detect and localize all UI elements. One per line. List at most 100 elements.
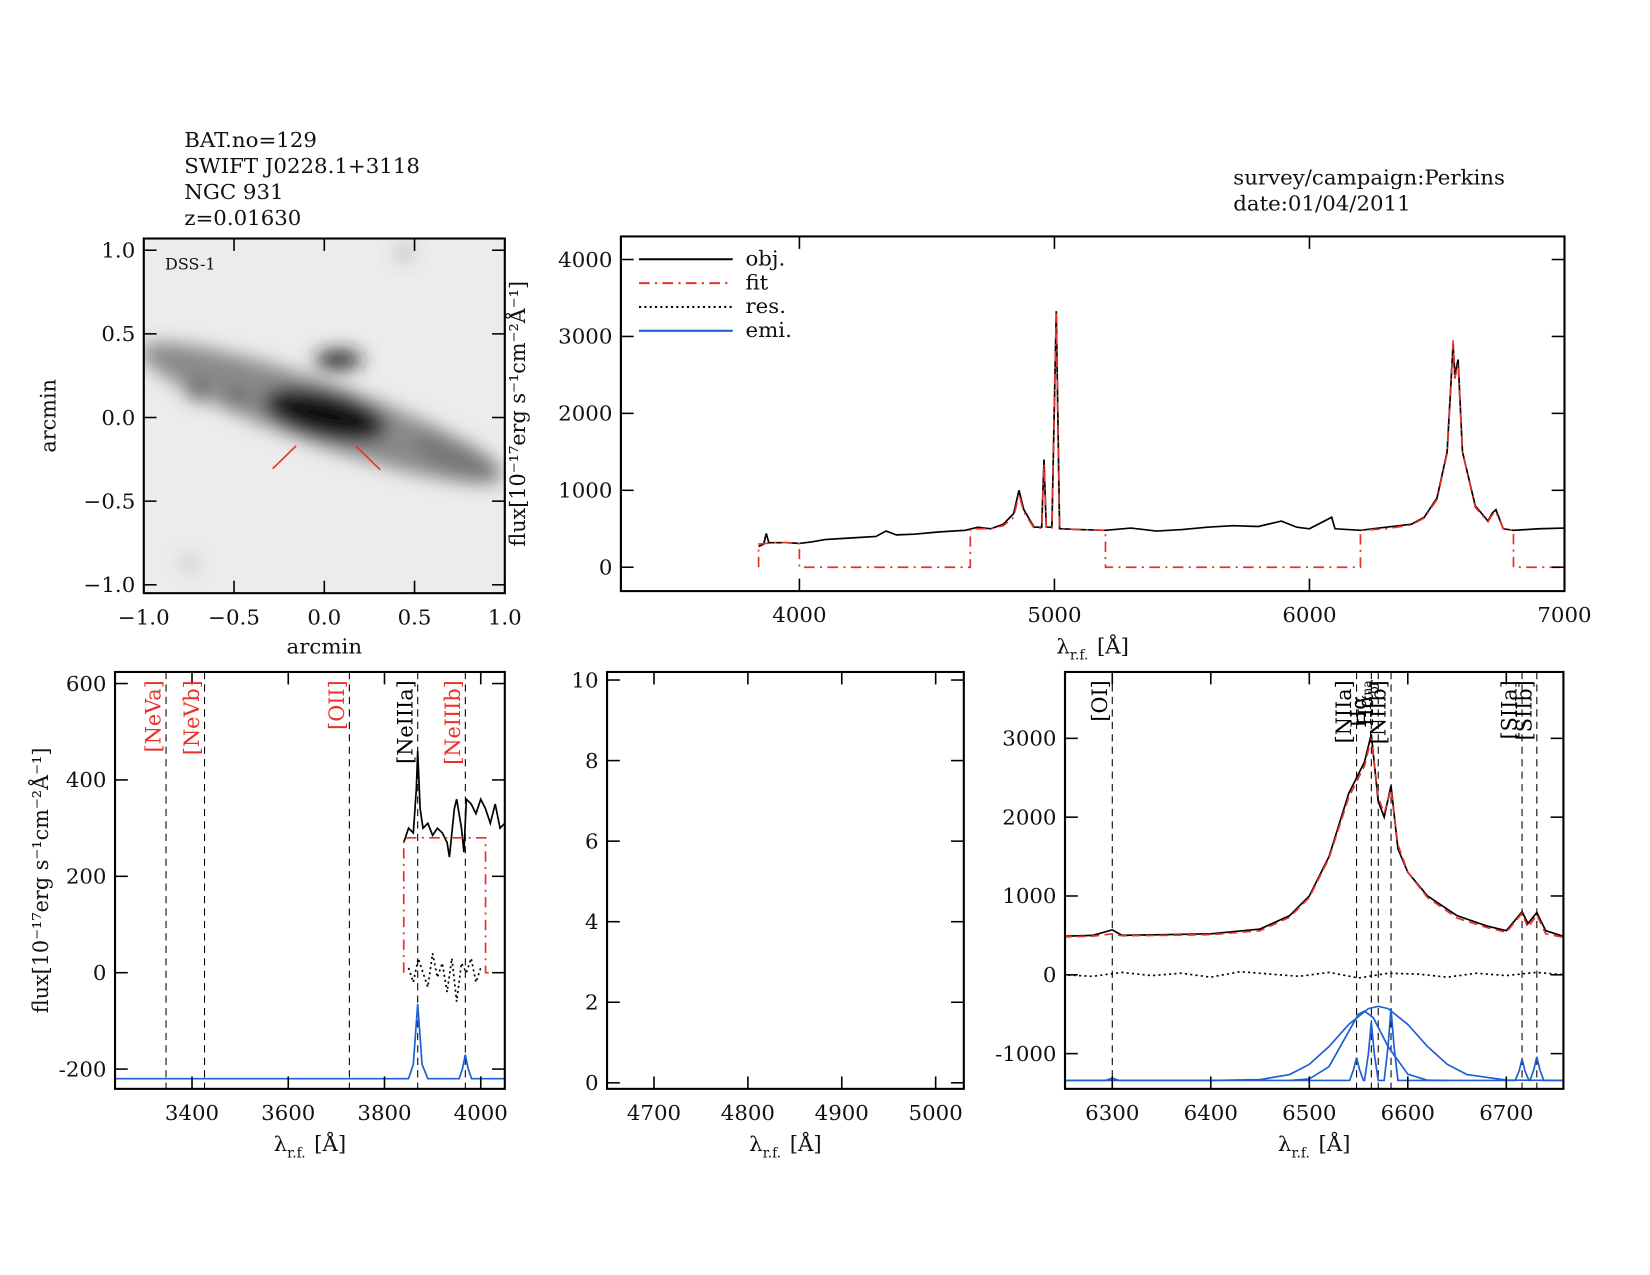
x-tick-label: 3600 <box>261 1100 315 1125</box>
plot-frame <box>113 670 506 1090</box>
x-axis-label: arcmin <box>287 634 363 659</box>
y-tick-label: -200 <box>59 1057 107 1082</box>
y-tick-label: 400 <box>66 767 107 792</box>
line-label-sub: na <box>1359 680 1374 696</box>
x-tick-label: 0.0 <box>307 605 341 630</box>
x-tick-label: 7000 <box>1537 602 1591 627</box>
data-line <box>115 1003 505 1080</box>
plot-frame <box>619 235 1566 593</box>
panel: 4000 5000 6000 7000 0 1000 2000 3000 4000 λr.f. [Å… <box>505 235 1592 664</box>
y-tick-label: 1000 <box>1002 884 1056 909</box>
line-label-text: [NeIIIa] <box>392 680 417 764</box>
plot-frame <box>605 670 965 1090</box>
x-label-symbol: λ <box>749 1131 763 1156</box>
x-label-symbol: λ <box>1056 634 1070 659</box>
y-axis-label: flux[10⁻¹⁷erg s⁻¹cm⁻²Å⁻¹] <box>28 748 53 1014</box>
line-label: [SIIb] <box>1511 680 1536 740</box>
x-tick-label: 5000 <box>1027 602 1081 627</box>
line-label: [NIIa] <box>1331 680 1356 743</box>
y-tick-label: 1.0 <box>101 238 135 263</box>
line-label-text: [OI] <box>1087 680 1112 721</box>
line-label-text: [NeIIIb] <box>440 680 465 764</box>
x-tick-label: 6300 <box>1085 1100 1139 1125</box>
y-tick-label: 600 <box>66 671 107 696</box>
y-tick-label: 2 <box>585 990 599 1015</box>
image-label: DSS-1 <box>165 255 216 274</box>
y-tick-label: 10 <box>571 668 598 693</box>
panel: 4700 4800 4900 5000 0 2 4 6 8 10 λr.f. [Å] <box>571 668 965 1161</box>
x-label-sub: r.f. <box>1070 648 1089 664</box>
data-line <box>1065 1005 1564 1082</box>
header-line: BAT.no=129 <box>184 128 317 153</box>
header-line: SWIFT J0228.1+3118 <box>184 153 420 178</box>
x-tick-label: 4800 <box>721 1100 775 1125</box>
y-axis-label: arcmin <box>35 379 60 453</box>
line-label: [SIIa] <box>1496 680 1521 739</box>
data-line <box>1065 738 1564 939</box>
panel: −1.0 −0.5 0.0 0.5 1.0 −1.0 −0.5 0.0 0.5 1.0 DSS-1 a… <box>35 237 522 659</box>
x-tick-label: −0.5 <box>208 605 260 630</box>
legend-label: emi. <box>746 317 792 342</box>
y-axis-label: flux[10⁻¹⁷erg s⁻¹cm⁻²Å⁻¹] <box>505 281 530 547</box>
x-label-unit: [Å] <box>790 1131 822 1156</box>
x-tick-label: 6600 <box>1381 1100 1435 1125</box>
line-label: [NeVa] <box>140 680 165 752</box>
line-label: Hαna <box>1346 680 1375 728</box>
y-tick-label: 3000 <box>1002 726 1056 751</box>
x-axis-label: λr.f. [Å] <box>1278 1131 1351 1161</box>
x-tick-label: 6500 <box>1282 1100 1336 1125</box>
y-tick-label: 0.0 <box>101 405 135 430</box>
y-tick-label: -1000 <box>995 1041 1056 1066</box>
x-tick-label: 4000 <box>772 602 826 627</box>
x-tick-label: 6700 <box>1479 1100 1533 1125</box>
x-label-symbol: λ <box>1278 1131 1292 1156</box>
line-label-text: [NIIa] <box>1331 680 1356 743</box>
line-label-text: Hα <box>1353 694 1378 726</box>
galaxy-image <box>143 238 505 594</box>
x-tick-label: 1.0 <box>488 605 522 630</box>
y-tick-label: 2000 <box>1002 805 1056 830</box>
y-tick-label: 1000 <box>558 478 612 503</box>
y-tick-label: 8 <box>585 748 599 773</box>
x-label-sub: r.f. <box>763 1145 782 1161</box>
line-label: [NIIb] <box>1365 680 1390 744</box>
data-line <box>757 313 1565 569</box>
x-tick-label: 4900 <box>815 1100 869 1125</box>
line-label-text: [NeVb] <box>179 680 204 755</box>
y-tick-label: 0 <box>93 960 107 985</box>
y-tick-label: 2000 <box>558 401 612 426</box>
x-label-symbol: λ <box>274 1131 288 1156</box>
x-tick-label: 3800 <box>357 1100 411 1125</box>
legend-label: fit <box>746 270 769 295</box>
plot-area <box>115 671 505 1089</box>
y-tick-label: −0.5 <box>84 489 136 514</box>
data-line <box>1065 1008 1564 1082</box>
x-axis-label: λr.f. [Å] <box>749 1131 822 1161</box>
campaign-line: survey/campaign:Perkins <box>1233 165 1505 190</box>
line-label-text: [NeVa] <box>140 680 165 752</box>
plot-frame <box>1063 670 1565 1090</box>
legend-label: res. <box>746 293 786 318</box>
line-label-sub: br <box>1366 679 1381 694</box>
x-tick-label: 6400 <box>1184 1100 1238 1125</box>
y-tick-label: 4 <box>585 909 599 934</box>
y-tick-label: −1.0 <box>84 572 136 597</box>
x-label-sub: r.f. <box>287 1145 306 1161</box>
x-axis-label: λr.f. [Å] <box>274 1131 347 1161</box>
line-label: [NeIIIb] <box>440 680 465 764</box>
line-label: Hαbr <box>1353 679 1382 726</box>
y-tick-label: 3000 <box>558 324 612 349</box>
line-label: [OII] <box>324 680 349 730</box>
data-line <box>402 836 505 974</box>
x-tick-label: 5000 <box>909 1100 963 1125</box>
x-tick-label: 4700 <box>627 1100 681 1125</box>
x-label-unit: [Å] <box>1097 634 1129 659</box>
y-tick-label: 6 <box>585 829 599 854</box>
x-axis-label: λr.f. [Å] <box>1056 634 1129 664</box>
y-tick-label: 0 <box>599 555 613 580</box>
y-tick-label: 4000 <box>558 247 612 272</box>
x-label-unit: [Å] <box>1318 1131 1350 1156</box>
y-tick-label: 200 <box>66 864 107 889</box>
